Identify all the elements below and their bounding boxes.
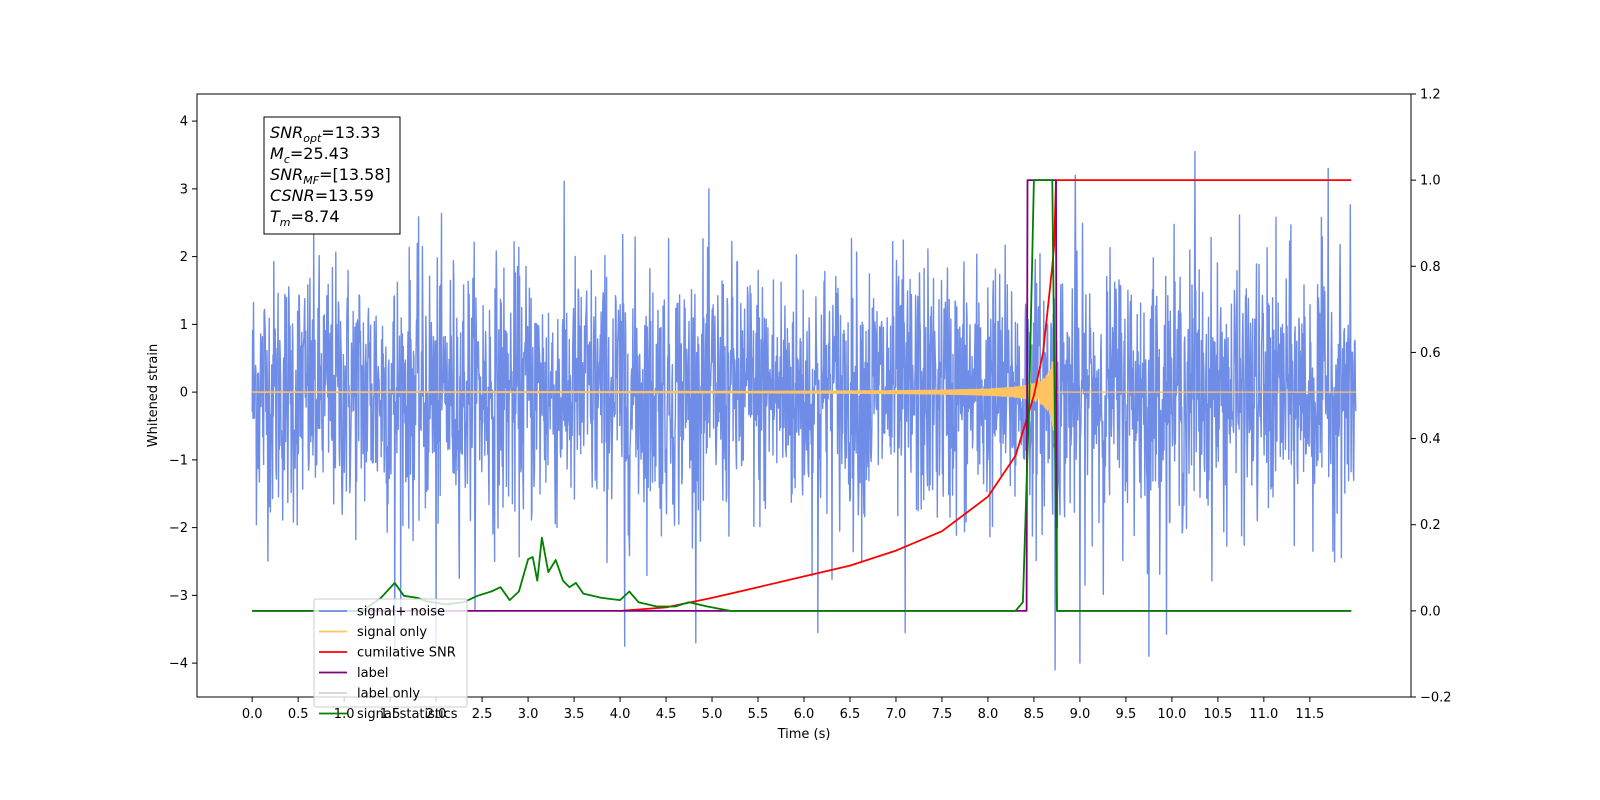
x-tick-label: 9.0: [1070, 707, 1091, 722]
y-tick-label: −3: [169, 589, 188, 604]
annotation-frame: [263, 116, 401, 235]
y2-tick-label: −0.2: [1420, 691, 1452, 706]
x-tick-label: 7.0: [886, 707, 907, 722]
annotation-value: =13.33: [321, 123, 380, 142]
right-axis: 1.2 1.0 0.8 0.6 0.4 0.2 0.0 −0.2: [1411, 88, 1452, 706]
y-tick-label: −1: [169, 453, 188, 468]
y2-tick-label: 0.2: [1420, 518, 1441, 533]
x-tick-label: 11.0: [1249, 707, 1278, 722]
y-tick-label: 4: [180, 115, 188, 130]
annotation-line: CSNR=13.59: [270, 186, 374, 205]
annotation-line: Mc=25.43: [270, 144, 349, 166]
annotation-line: Tm=8.74: [270, 207, 340, 229]
y-tick-label: 0: [180, 386, 188, 401]
x-tick-label: 8.0: [978, 707, 999, 722]
annotation-subscript: m: [280, 216, 291, 229]
x-tick-label: 10.0: [1157, 707, 1186, 722]
legend-entry: label: [357, 666, 388, 681]
y-tick-label: −4: [169, 657, 188, 672]
series-signal-only: [251, 328, 1357, 457]
legend-entry: label only: [357, 687, 420, 702]
x-tick-label: 2.5: [472, 707, 493, 722]
legend-entry: cumilative SNR: [357, 646, 456, 661]
x-tick-label: 1.5: [380, 707, 401, 722]
x-tick-label: 8.5: [1024, 707, 1045, 722]
legend-frame: [313, 598, 468, 708]
x-tick-label: 10.5: [1203, 707, 1232, 722]
x-tick-label: 9.5: [1116, 707, 1137, 722]
x-tick-label: 6.0: [794, 707, 815, 722]
x-tick-label: 3.0: [518, 707, 539, 722]
x-tick-label: 4.0: [610, 707, 631, 722]
annotation-var: CSNR: [270, 186, 315, 205]
legend-entry: signal+ noise: [357, 605, 445, 620]
annotation-subscript: MF: [303, 174, 319, 187]
y2-tick-label: 0.4: [1420, 432, 1441, 447]
y-tick-label: 1: [180, 318, 188, 333]
x-axis-label: Time (s): [777, 727, 831, 742]
annotation-value: =[13.58]: [319, 165, 391, 184]
y-tick-label: 2: [180, 250, 188, 265]
x-tick-label: 11.5: [1295, 707, 1324, 722]
y-tick-label: 3: [180, 182, 188, 197]
annotation-var: M: [270, 144, 284, 163]
x-tick-label: 2.0: [426, 707, 447, 722]
series-layer: [251, 150, 1357, 671]
x-tick-label: 4.5: [656, 707, 677, 722]
x-tick-label: 0.5: [288, 707, 309, 722]
y2-tick-label: 1.2: [1420, 88, 1441, 103]
x-tick-label: 5.0: [702, 707, 723, 722]
y2-tick-label: 0.8: [1420, 260, 1441, 275]
legend-entry: signal statistics: [357, 707, 458, 722]
stats-annotation-box: SNRopt=13.33Mc=25.43SNRMF=[13.58]CSNR=13…: [263, 116, 401, 235]
bottom-axis: 0.0 0.5 1.0 1.5 2.0 2.5 3.0 3.5 4.0 4.5 5.0 5.5 6.0 6…: [242, 697, 1324, 722]
left-axis: 4 3 2 1 0 −1 −2 −3 −4: [169, 115, 197, 672]
annotation-line: SNRMF=[13.58]: [270, 165, 391, 187]
x-tick-label: 0.0: [242, 707, 263, 722]
annotation-line: SNRopt=13.33: [270, 123, 381, 145]
annotation-subscript: c: [284, 153, 290, 166]
annotation-var: SNR: [270, 123, 303, 142]
annotation-value: =13.59: [315, 186, 374, 205]
y2-tick-label: 0.0: [1420, 604, 1441, 619]
y2-tick-label: 1.0: [1420, 174, 1441, 189]
series-signal-noise: [251, 150, 1357, 671]
x-tick-label: 5.5: [748, 707, 769, 722]
annotation-var: T: [270, 207, 281, 226]
x-tick-label: 7.5: [932, 707, 953, 722]
y2-tick-label: 0.6: [1420, 346, 1441, 361]
y-axis-label: Whitened strain: [146, 344, 161, 447]
x-tick-label: 6.5: [840, 707, 861, 722]
x-tick-label: 3.5: [564, 707, 585, 722]
annotation-var: SNR: [270, 165, 303, 184]
y-tick-label: −2: [169, 521, 188, 536]
annotation-value: =8.74: [291, 207, 340, 226]
legend-entry: signal only: [357, 625, 427, 640]
legend: signal+ noise signal only cumilative SNR la…: [313, 598, 468, 722]
annotation-subscript: opt: [303, 132, 322, 145]
x-tick-label: 1.0: [334, 707, 355, 722]
annotation-value: =25.43: [290, 144, 349, 163]
